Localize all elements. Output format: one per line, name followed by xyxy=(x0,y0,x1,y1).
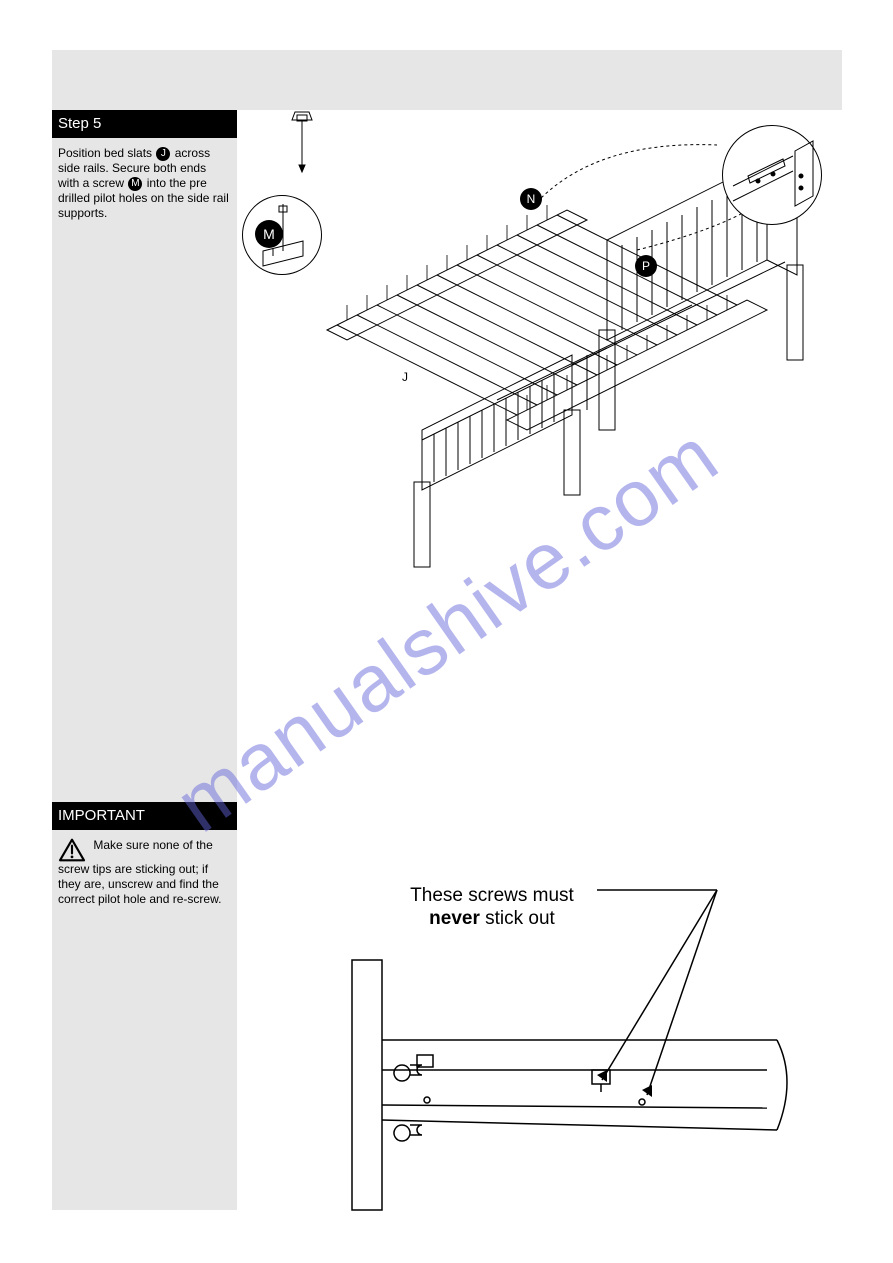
part-m-bullet-icon: M xyxy=(128,177,142,191)
diagram-area: M N P J These screws must never stick ou… xyxy=(237,110,842,1210)
step5-title: Step 5 xyxy=(58,115,101,132)
header-grey-bar xyxy=(52,50,842,110)
warning-icon xyxy=(58,838,86,862)
screw-icon xyxy=(277,110,327,190)
important-body: Make sure none of the screw tips are sti… xyxy=(58,838,230,907)
callout-bracket-detail xyxy=(722,125,822,225)
step5-body: Position bed slats J across side rails. … xyxy=(58,146,230,221)
step5-text-1: Position bed slats xyxy=(58,146,155,160)
step5-header: Step 5 xyxy=(52,110,237,138)
important-title: IMPORTANT xyxy=(58,807,145,824)
page: Step 5 Position bed slats J across side … xyxy=(52,50,842,1210)
left-column: Step 5 Position bed slats J across side … xyxy=(52,110,237,1210)
bullet-n-icon: N xyxy=(520,188,542,210)
label-j: J xyxy=(402,370,408,384)
bullet-p-icon: P xyxy=(635,255,657,277)
screw-warning-diagram xyxy=(297,870,817,1230)
bullet-m-icon: M xyxy=(255,220,283,248)
important-header: IMPORTANT xyxy=(52,802,237,830)
part-j-bullet-icon: J xyxy=(156,147,170,161)
